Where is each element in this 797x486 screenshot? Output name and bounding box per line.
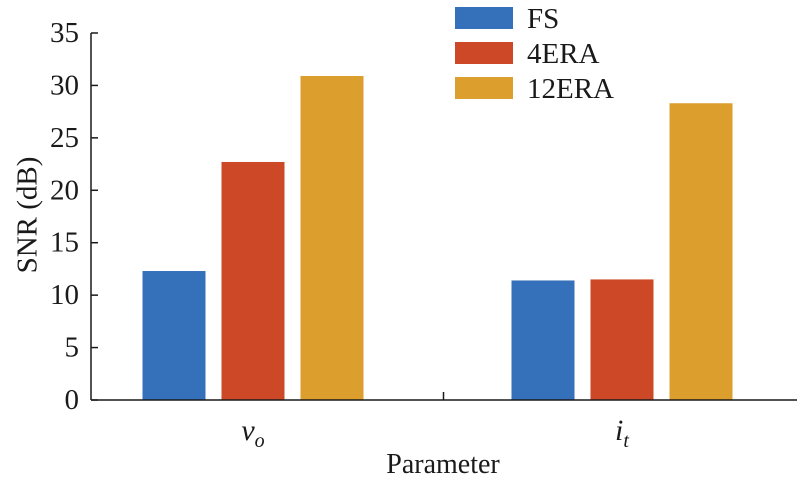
y-tick-label: 25 <box>50 122 79 154</box>
y-tick-label: 15 <box>50 227 79 259</box>
y-tick-label: 10 <box>50 279 79 311</box>
y-axis-label: SNR (dB) <box>12 157 44 274</box>
y-tick-label: 0 <box>65 384 80 416</box>
legend-swatch-fs <box>455 7 513 29</box>
legend-swatch-4era <box>455 42 513 64</box>
legend-label-4era: 4ERA <box>527 38 600 70</box>
plot-area <box>142 75 733 401</box>
x-tick-label: vo <box>241 414 264 452</box>
legend-swatch-12era <box>455 77 513 99</box>
legend-label-12era: 12ERA <box>527 73 614 105</box>
x-axis-label: Parameter <box>386 449 500 480</box>
bar-4era-1 <box>221 161 285 400</box>
bar-12era-1 <box>300 75 364 401</box>
bar-4era-2 <box>590 279 654 400</box>
x-tick-label: it <box>615 414 629 452</box>
y-tick-label: 35 <box>50 17 79 49</box>
bar-fs-2 <box>511 280 575 400</box>
axes: 0 5 10 15 20 25 30 35 vo it <box>50 17 797 452</box>
y-tick-label: 30 <box>50 69 79 101</box>
y-tick-label: 20 <box>50 174 79 206</box>
y-tick-label: 5 <box>65 332 80 364</box>
bar-fs-1 <box>142 271 206 400</box>
bar-12era-2 <box>669 103 733 401</box>
legend-label-fs: FS <box>527 3 559 35</box>
